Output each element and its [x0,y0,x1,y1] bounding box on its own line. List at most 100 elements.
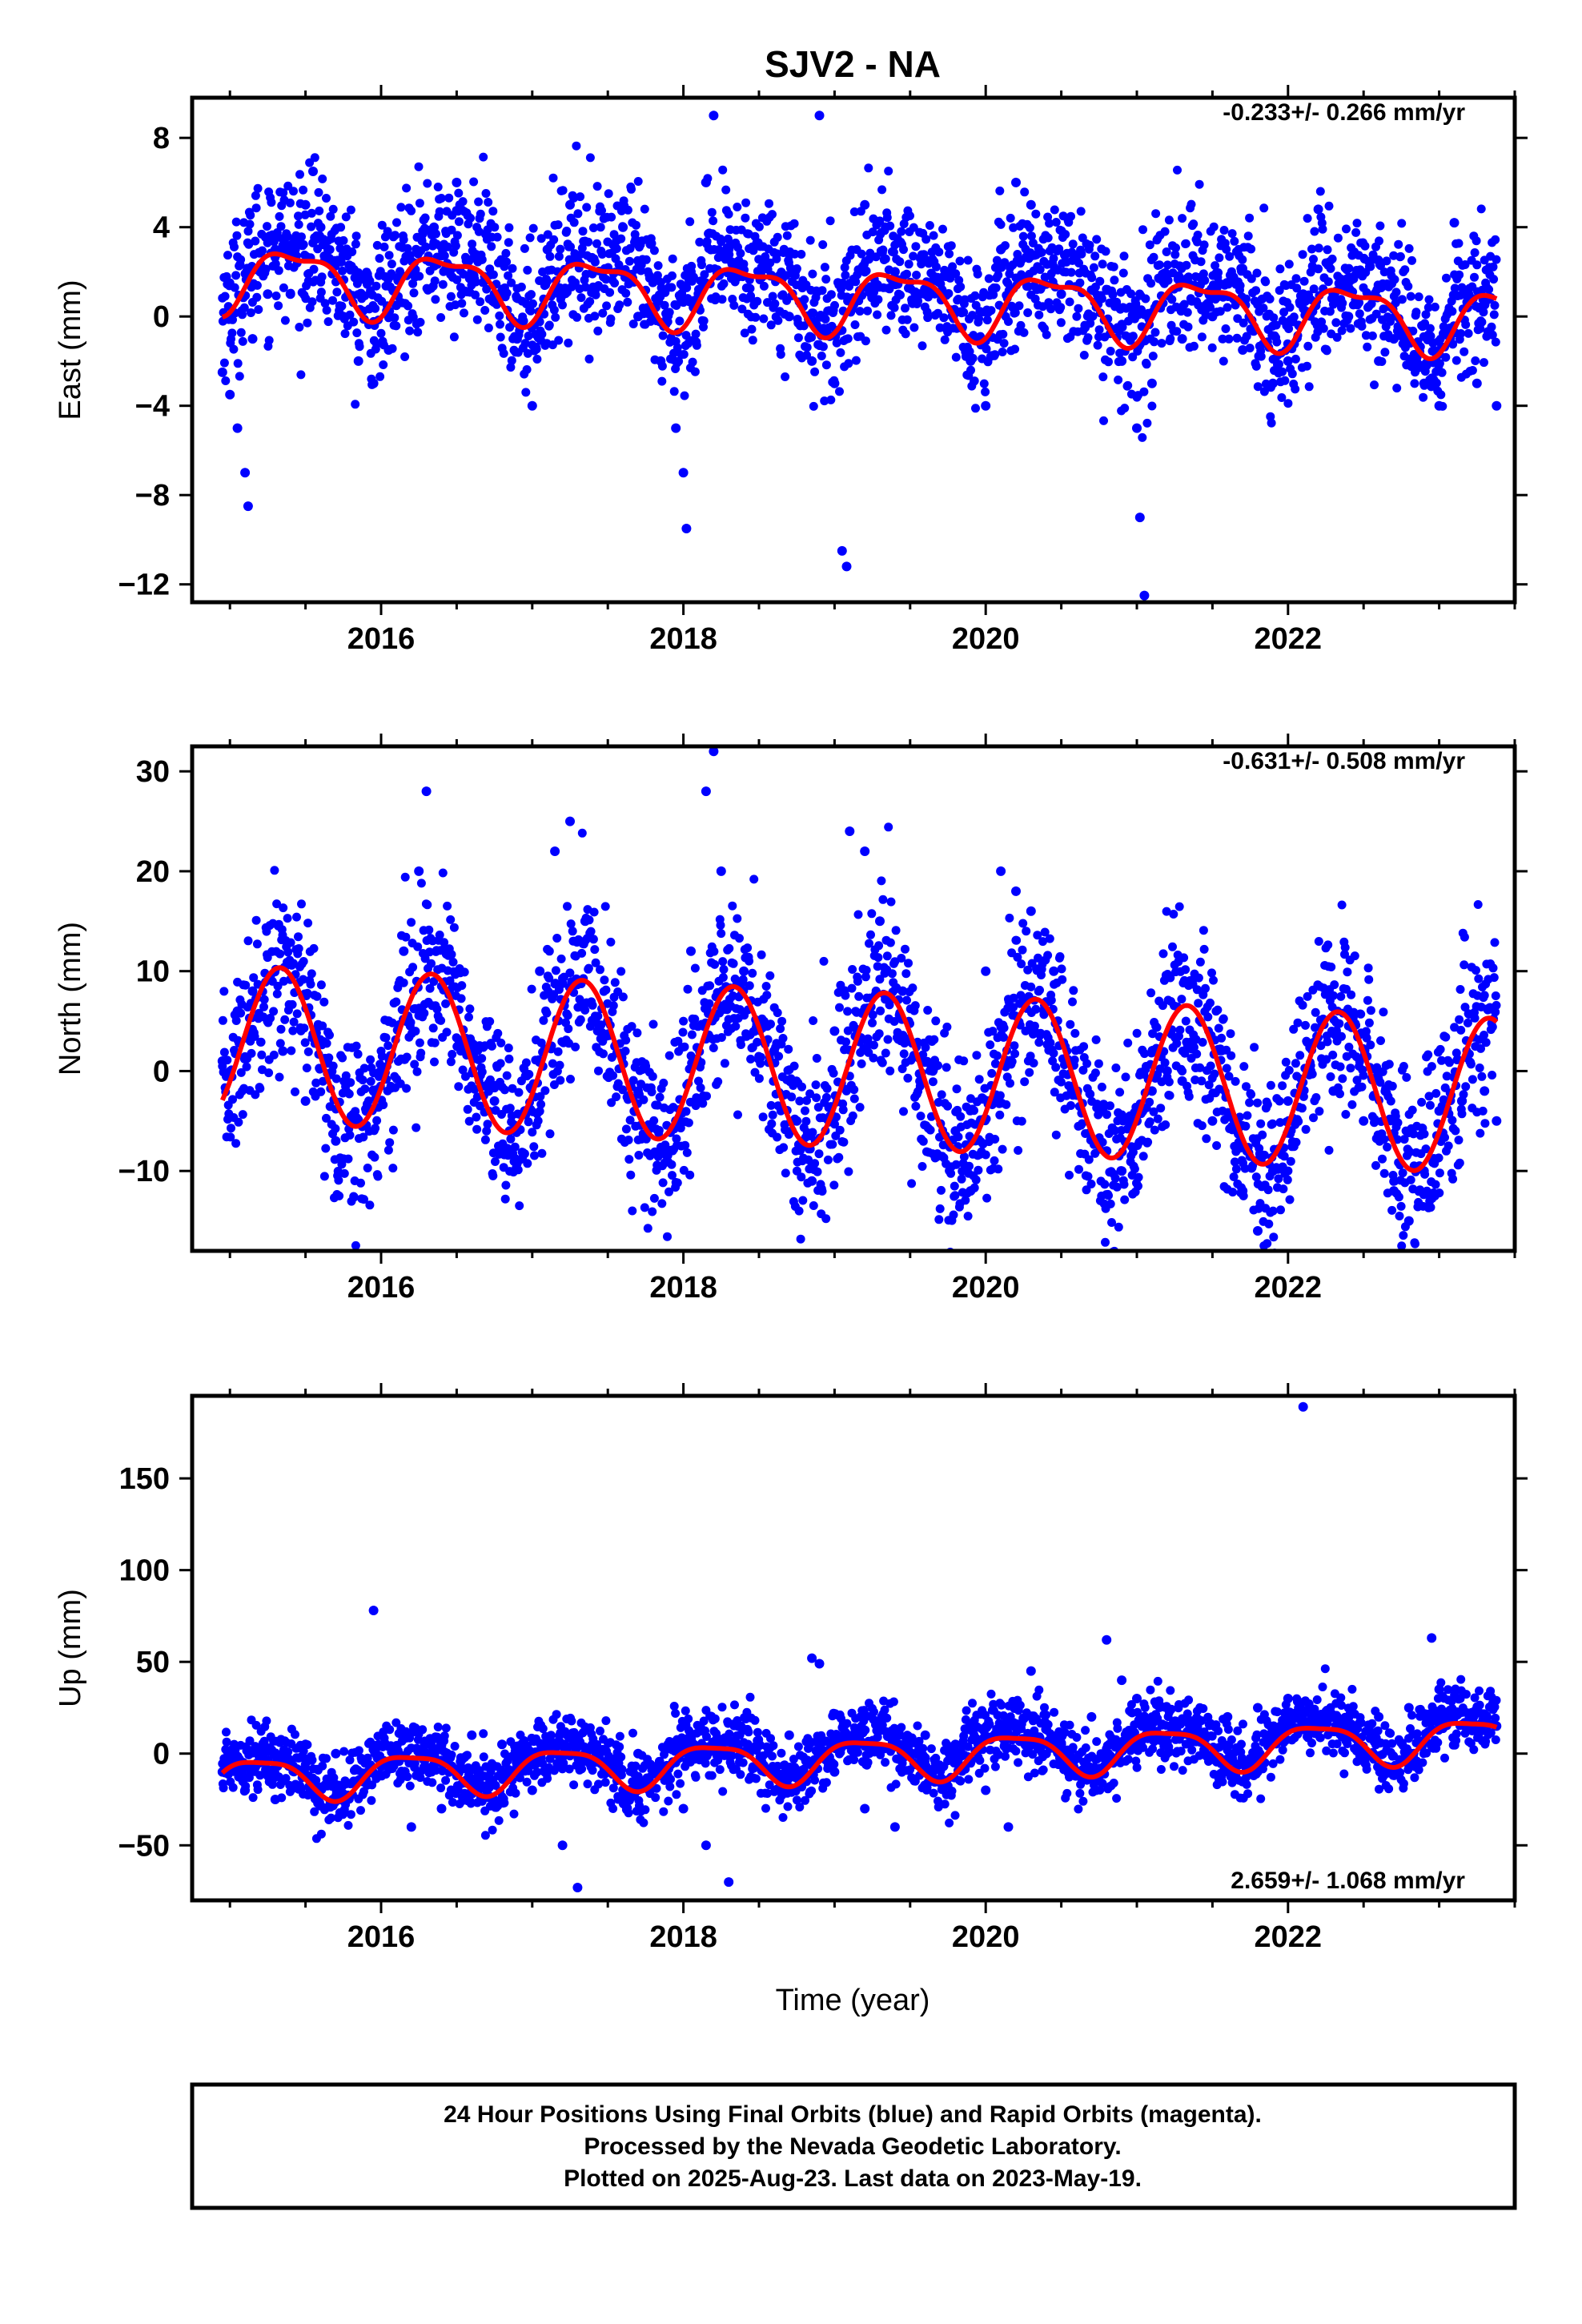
north-position-point [399,978,408,987]
north-position-point [294,932,303,942]
east-model-line [221,251,1498,362]
north-position-point [690,1015,700,1023]
north-position-point [388,1125,398,1135]
east-position-point [1477,317,1487,327]
north-position-point [1122,1252,1130,1261]
east-position-point [1031,209,1041,219]
north-position-point [612,1092,621,1102]
east-position-point [519,316,528,326]
east-position-point [1196,257,1206,267]
east-data-point [225,389,235,400]
east-position-point [488,207,498,216]
north-position-point [1344,1043,1354,1051]
east-position-point [1325,307,1335,316]
east-y-tick-label: −8 [135,479,170,513]
north-position-point [1394,1192,1403,1202]
east-position-point [965,347,974,356]
north-position-point [408,963,418,972]
east-position-point [492,232,502,242]
north-position-point [402,1084,412,1093]
north-position-point [335,1191,344,1200]
north-position-point [1488,1071,1497,1080]
north-position-point [600,902,610,911]
east-position-point [481,189,491,198]
east-position-point [355,342,364,352]
east-position-point [820,263,829,272]
east-position-point [554,251,564,261]
east-position-point [597,206,606,215]
north-data-point [217,1056,227,1066]
north-position-point [539,1015,548,1025]
east-frame [190,95,1517,605]
north-data-point [1146,1086,1157,1096]
east-position-point [598,308,608,318]
east-position-point [999,339,1009,348]
north-position-point [1049,1048,1058,1058]
north-position-point [998,1144,1007,1154]
north-position-point [1278,1081,1287,1091]
east-position-point [1061,230,1070,239]
north-model-line [220,965,1499,1173]
north-position-point [841,991,850,1000]
north-position-point [887,969,897,979]
north-position-point [1476,1128,1485,1138]
north-position-point [901,969,911,979]
north-position-point [307,969,316,979]
east-position-point [1470,248,1480,257]
east-position-point [1279,308,1289,317]
north-position-point [465,1004,475,1014]
north-data-point [996,866,1006,876]
east-x-tick-label: 2018 [649,622,717,656]
east-position-point [688,357,697,367]
east-position-point [649,246,659,255]
east-position-point [1326,263,1335,273]
north-position-point [425,983,435,993]
north-position-point [385,1138,395,1148]
north-position-point [1078,1119,1087,1128]
east-position-point [1272,337,1282,347]
east-position-point [414,162,424,171]
east-position-point [231,271,241,280]
east-position-point [558,186,568,195]
east-position-point [1106,347,1115,356]
east-position-point [1006,213,1015,223]
north-position-point [1222,1063,1231,1073]
north-position-point [400,872,410,882]
east-position-point [808,269,817,279]
east-position-point [1157,339,1166,348]
north-position-point [1210,1069,1219,1079]
north-position-point [1013,952,1022,962]
north-position-point [849,1085,859,1095]
north-position-point [491,1157,500,1166]
east-position-point [1424,295,1434,304]
north-position-point [276,1024,286,1034]
east-position-point [336,257,346,267]
north-position-point [1298,1000,1307,1010]
north-position-point [1379,1007,1388,1017]
north-position-point [1023,965,1033,975]
east-position-point [973,269,982,279]
north-position-point [500,1194,510,1204]
east-position-point [1162,247,1171,256]
north-position-point [1150,1125,1159,1135]
east-position-point [1118,268,1128,278]
east-position-point [979,379,989,388]
north-data-point [981,966,991,976]
east-data-point [1011,177,1021,187]
east-position-point [351,400,360,409]
north-position-point [259,1002,268,1011]
north-position-point [1263,1100,1272,1109]
east-position-point [230,283,239,292]
east-position-point [444,193,454,203]
east-position-point [294,219,303,229]
north-position-point [665,1187,673,1196]
north-position-point [873,953,883,963]
north-position-point [427,959,436,968]
east-position-point [1085,240,1094,250]
east-position-point [719,279,729,288]
east-position-point [1464,328,1473,338]
east-position-point [252,292,262,302]
east-position-point [1010,344,1020,354]
east-position-point [1468,366,1477,375]
north-position-point [952,1084,962,1094]
